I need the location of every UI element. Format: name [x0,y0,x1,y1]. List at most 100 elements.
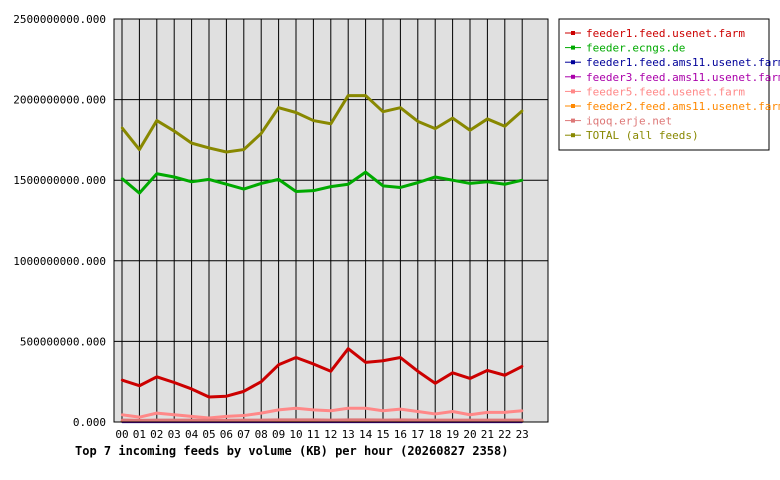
data-point [451,418,454,422]
data-point [347,183,350,186]
data-point [312,408,315,412]
data-point [260,411,263,415]
data-point [138,191,141,195]
data-point [521,179,524,182]
data-point [416,410,419,413]
data-point [260,182,263,185]
x-tick-label: 15 [376,428,389,441]
data-point [294,356,298,359]
legend-label-6: iqoq.erje.net [586,115,672,128]
y-tick-label: 1500000000.000 [13,174,106,187]
x-tick-label: 11 [307,428,320,441]
data-point [190,415,193,418]
data-point [277,178,280,181]
data-point [347,94,350,97]
data-point [486,411,489,414]
data-point [381,409,385,412]
data-point [138,384,141,387]
data-point [347,347,350,350]
x-tick-label: 03 [168,428,181,441]
x-tick-label: 23 [516,428,529,441]
data-point [277,418,280,422]
data-point [364,361,367,364]
legend-label-7: TOTAL (all feeds) [586,129,699,142]
data-point [468,418,472,422]
data-point [434,412,437,416]
data-point [521,365,524,368]
data-point [451,410,454,413]
data-point [173,129,176,133]
data-point [225,150,228,154]
data-point [329,122,332,125]
data-point [190,387,193,391]
x-tick-label: 18 [429,428,442,441]
data-point [329,370,332,373]
data-point [503,411,506,414]
data-point [190,418,193,422]
data-point [173,381,176,384]
data-point [364,407,367,410]
data-point [155,119,158,122]
data-point [468,413,472,416]
y-tick-label: 500000000.000 [20,335,106,348]
data-point [381,110,385,113]
x-tick-label: 12 [324,428,337,441]
data-point [399,356,402,359]
data-point [120,378,124,382]
data-point [207,146,211,150]
legend-label-0: feeder1.feed.usenet.farm [586,27,745,40]
data-point [173,175,176,179]
x-tick-label: 06 [220,428,233,441]
data-point [277,106,280,109]
data-point [294,418,298,422]
data-point [399,186,402,189]
x-tick-label: 14 [359,428,373,441]
data-point [225,415,228,418]
y-axis-ticks: 0.000 500000000.000 1000000000.000 15000000… [13,13,106,429]
data-point [503,418,506,422]
data-point [468,129,472,132]
legend-marker-3 [571,74,575,79]
data-point [486,418,489,422]
plot-border [113,18,549,423]
data-point [225,419,228,422]
data-point [399,106,402,109]
data-point [468,377,472,380]
legend: feeder1.feed.usenet.farmfeeder.ecngs.def… [558,18,780,151]
data-point [312,418,315,422]
data-point [155,418,158,422]
series-line-7 [120,94,524,154]
legend-label-4: feeder5.feed.usenet.farm [586,85,745,98]
data-point [521,418,524,422]
x-tick-label: 05 [202,428,215,441]
grid-lines [114,18,548,423]
x-tick-label: 02 [150,428,163,441]
data-point [451,116,454,120]
data-point [190,141,193,145]
x-tick-label: 17 [411,428,424,441]
x-tick-label: 20 [463,428,476,441]
data-point [381,359,385,362]
x-tick-label: 04 [185,428,199,441]
data-point [416,418,419,422]
data-point [260,418,263,422]
legend-marker-1 [571,45,575,50]
y-tick-label: 0.000 [73,416,106,429]
data-point [207,416,211,420]
data-point [416,120,419,123]
data-point [451,179,454,182]
data-point [155,375,158,379]
data-point [294,190,298,193]
x-tick-label: 09 [272,428,285,441]
data-point [120,418,124,422]
data-point [225,183,228,186]
data-point [242,390,245,393]
data-point [190,180,193,184]
x-tick-label: 10 [289,428,302,441]
x-axis-ticks: 00 01 02 03 04 05 06 07 08 09 10 11 12 13 14 15 16 17 18 19… [115,428,528,441]
legend-marker-6 [571,118,575,123]
data-point [486,369,489,372]
data-point [503,374,506,377]
data-point [503,183,506,186]
